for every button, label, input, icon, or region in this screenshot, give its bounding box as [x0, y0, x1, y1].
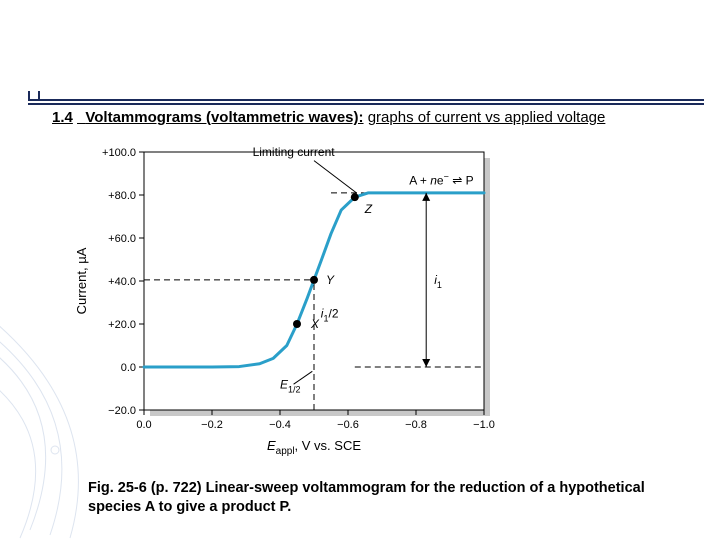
- svg-text:Z: Z: [364, 202, 373, 216]
- svg-text:+100.0: +100.0: [102, 147, 136, 159]
- svg-text:Limiting current: Limiting current: [253, 145, 336, 159]
- svg-text:−0.6: −0.6: [337, 419, 359, 431]
- svg-text:+40.0: +40.0: [108, 276, 136, 288]
- svg-text:X: X: [310, 317, 320, 331]
- svg-text:Current, µA: Current, µA: [74, 247, 89, 314]
- svg-text:−0.8: −0.8: [405, 419, 427, 431]
- figure-caption: Fig. 25-6 (p. 722) Linear-sweep voltammo…: [88, 479, 648, 517]
- svg-text:+60.0: +60.0: [108, 233, 136, 245]
- svg-text:−20.0: −20.0: [108, 405, 136, 417]
- svg-text:0.0: 0.0: [121, 362, 136, 374]
- svg-text:Y: Y: [326, 273, 335, 287]
- svg-text:+20.0: +20.0: [108, 319, 136, 331]
- svg-text:Eappl, V vs. SCE: Eappl, V vs. SCE: [267, 438, 361, 457]
- svg-text:+80.0: +80.0: [108, 190, 136, 202]
- svg-text:−0.2: −0.2: [201, 419, 223, 431]
- section-term: Voltammograms (voltammetric waves):: [85, 109, 363, 126]
- svg-text:0.0: 0.0: [136, 419, 151, 431]
- section-desc: graphs of current vs applied voltage: [368, 109, 606, 126]
- section-heading: 1.4 Voltammograms (voltammetric waves): …: [52, 109, 702, 126]
- svg-text:−0.4: −0.4: [269, 419, 291, 431]
- section-number: 1.4: [52, 109, 73, 126]
- svg-text:−1.0: −1.0: [473, 419, 495, 431]
- slide-header-rule: [0, 0, 720, 108]
- voltammogram-figure: 0.0−0.2−0.4−0.6−0.8−1.0−20.00.0+20.0+40.…: [70, 140, 510, 460]
- svg-text:A + ne− ⇌ P: A + ne− ⇌ P: [409, 171, 473, 187]
